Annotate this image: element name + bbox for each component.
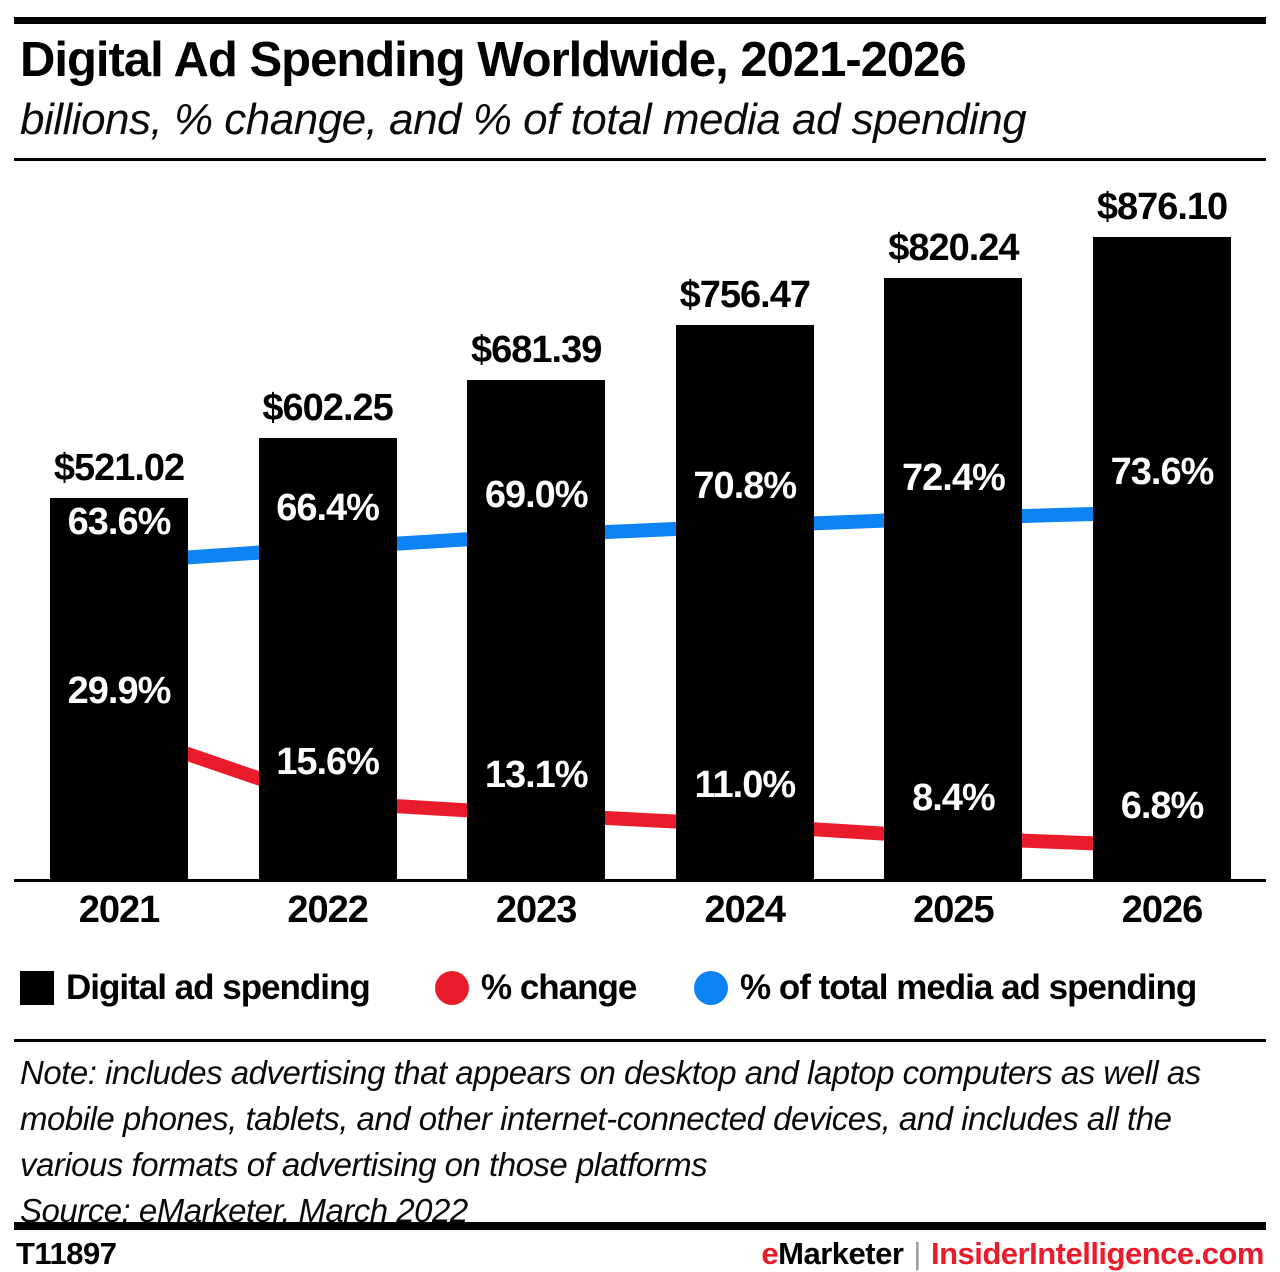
legend-item-digital-ad-spending: Digital ad spending [20, 964, 371, 1012]
note-text: Note: includes advertising that appears … [20, 1054, 1201, 1183]
data-point [730, 512, 759, 540]
bar-value-label: $521.02 [53, 446, 185, 489]
line-value-label: 11.0% [694, 764, 796, 806]
data-point [939, 824, 968, 852]
x-tick-2026: 2026 [1121, 889, 1204, 931]
brand-e: e [761, 1236, 779, 1271]
bar-value-label: $820.24 [888, 226, 1019, 269]
data-point [939, 504, 968, 532]
bar-value-label: $876.10 [1096, 185, 1228, 228]
line-value-label: 66.4% [276, 487, 380, 529]
bar-2024 [675, 324, 814, 880]
legend-item-pct-of-total: % of total media ad spending [694, 964, 1197, 1012]
note-block: Note: includes advertising that appears … [20, 1050, 1268, 1234]
x-tick-2025: 2025 [913, 889, 995, 931]
note-divider [14, 1039, 1266, 1042]
bar-value-label: $681.39 [471, 328, 602, 371]
site-link[interactable]: InsiderIntelligence.com [930, 1236, 1265, 1271]
bar-swatch-icon [20, 971, 54, 1005]
data-point [522, 800, 551, 829]
brand-marketer: Marketer [778, 1236, 904, 1271]
line-value-label: 13.1% [484, 753, 589, 796]
x-axis-line [14, 879, 1266, 882]
data-point [730, 811, 759, 839]
legend-label: % change [481, 968, 637, 1007]
bar-2022 [258, 437, 397, 880]
x-tick-2024: 2024 [704, 889, 787, 931]
line-value-label: 29.9% [67, 669, 172, 712]
bar-2023 [467, 379, 606, 880]
line-value-label: 70.8% [693, 465, 797, 507]
footer-divider [14, 1222, 1266, 1230]
page-subtitle: billions, % change, and % of total media… [20, 95, 1027, 144]
bar-value-label: $602.25 [262, 386, 393, 429]
line-value-label: 73.6% [1110, 451, 1215, 493]
data-point [522, 521, 551, 549]
data-point [313, 788, 342, 816]
header-divider [14, 158, 1266, 161]
data-point [105, 548, 133, 576]
bar-2025 [884, 277, 1023, 880]
data-point [313, 534, 342, 562]
line-series-layer [105, 498, 1176, 860]
data-point [1148, 832, 1176, 860]
bar-value-label: $756.47 [679, 273, 811, 316]
line-value-label: 8.4% [912, 777, 996, 819]
brand-separator: | [913, 1236, 921, 1271]
brand-logo: eMarketer [761, 1236, 904, 1272]
line-pct-of-total [112, 505, 1169, 569]
line-value-label: 15.6% [276, 741, 380, 783]
red-dot-icon [435, 971, 469, 1005]
data-point [105, 716, 133, 745]
line-value-label: 63.6% [67, 501, 172, 543]
blue-dot-icon [694, 971, 728, 1005]
x-tick-2022: 2022 [287, 889, 369, 931]
bar-2021 [50, 497, 188, 880]
line-value-label: 69.0% [484, 474, 589, 516]
footer-brand: eMarketer | InsiderIntelligence.com [761, 1236, 1264, 1272]
x-tick-2023: 2023 [495, 889, 578, 931]
line-pct-change [112, 723, 1169, 853]
bar-2026 [1093, 236, 1231, 880]
legend-item-pct-change: % change [435, 964, 637, 1012]
legend-label: % of total media ad spending [740, 968, 1197, 1007]
data-point [1148, 498, 1176, 526]
page-title: Digital Ad Spending Worldwide, 2021-2026 [20, 33, 967, 87]
x-tick-2021: 2021 [78, 889, 161, 931]
line-value-label: 72.4% [902, 457, 1006, 499]
top-accent-bar [14, 17, 1266, 24]
line-value-label: 6.8% [1120, 785, 1205, 827]
legend-label: Digital ad spending [66, 968, 371, 1007]
chart-id: T11897 [16, 1236, 117, 1271]
